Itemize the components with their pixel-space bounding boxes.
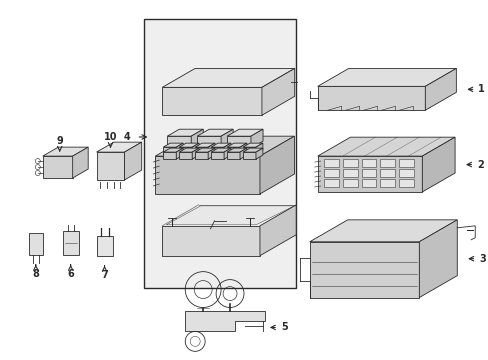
Bar xyxy=(323,179,338,187)
Bar xyxy=(96,236,112,256)
Polygon shape xyxy=(195,143,215,147)
Polygon shape xyxy=(192,148,199,159)
Bar xyxy=(361,179,376,187)
Polygon shape xyxy=(226,148,246,152)
Polygon shape xyxy=(226,147,240,154)
Text: 5: 5 xyxy=(270,323,287,332)
Polygon shape xyxy=(317,68,455,86)
Text: 3: 3 xyxy=(468,254,485,264)
Polygon shape xyxy=(211,148,230,152)
Polygon shape xyxy=(211,143,230,147)
Polygon shape xyxy=(179,147,192,154)
Polygon shape xyxy=(163,148,183,152)
Text: 7: 7 xyxy=(101,270,108,280)
Text: 1: 1 xyxy=(468,84,484,94)
Bar xyxy=(380,169,395,177)
Polygon shape xyxy=(162,87,262,115)
Polygon shape xyxy=(243,152,255,159)
Bar xyxy=(399,179,413,187)
Polygon shape xyxy=(226,129,263,136)
Polygon shape xyxy=(176,148,183,159)
Polygon shape xyxy=(226,152,240,159)
Polygon shape xyxy=(260,205,296,256)
Polygon shape xyxy=(221,129,233,148)
Polygon shape xyxy=(309,242,419,298)
Polygon shape xyxy=(243,148,263,152)
Text: 10: 10 xyxy=(103,132,117,142)
Bar xyxy=(380,179,395,187)
Polygon shape xyxy=(163,147,176,154)
Polygon shape xyxy=(224,143,230,154)
Polygon shape xyxy=(226,136,250,148)
Polygon shape xyxy=(192,143,199,154)
Polygon shape xyxy=(243,143,263,147)
Polygon shape xyxy=(96,142,142,152)
Polygon shape xyxy=(208,143,215,154)
Polygon shape xyxy=(197,136,221,148)
Polygon shape xyxy=(167,136,191,148)
Polygon shape xyxy=(179,143,199,147)
Polygon shape xyxy=(255,143,263,154)
Polygon shape xyxy=(317,137,454,156)
Polygon shape xyxy=(243,147,255,154)
Polygon shape xyxy=(195,147,208,154)
Polygon shape xyxy=(185,311,264,332)
Polygon shape xyxy=(42,147,88,156)
Bar xyxy=(323,159,338,167)
Text: 2: 2 xyxy=(466,159,483,170)
Polygon shape xyxy=(179,148,199,152)
Polygon shape xyxy=(195,148,215,152)
Polygon shape xyxy=(162,68,294,87)
Polygon shape xyxy=(163,143,183,147)
Polygon shape xyxy=(422,137,454,192)
Polygon shape xyxy=(425,68,455,110)
Polygon shape xyxy=(250,129,263,148)
Polygon shape xyxy=(42,156,73,178)
Polygon shape xyxy=(224,148,230,159)
Polygon shape xyxy=(419,220,456,298)
Polygon shape xyxy=(191,129,203,148)
Polygon shape xyxy=(155,136,294,156)
Polygon shape xyxy=(179,152,192,159)
Polygon shape xyxy=(240,148,246,159)
Polygon shape xyxy=(195,152,208,159)
Bar xyxy=(361,159,376,167)
Bar xyxy=(342,179,357,187)
Polygon shape xyxy=(211,147,224,154)
Polygon shape xyxy=(255,148,263,159)
Bar xyxy=(62,231,79,255)
Bar xyxy=(323,169,338,177)
Polygon shape xyxy=(317,156,422,192)
Bar xyxy=(29,233,42,255)
Polygon shape xyxy=(309,220,456,242)
Polygon shape xyxy=(197,129,233,136)
Polygon shape xyxy=(317,86,425,110)
Polygon shape xyxy=(163,152,176,159)
Bar xyxy=(342,159,357,167)
Polygon shape xyxy=(211,152,224,159)
Polygon shape xyxy=(162,226,260,256)
Text: 8: 8 xyxy=(32,269,39,279)
Polygon shape xyxy=(260,136,294,194)
Text: 6: 6 xyxy=(67,269,74,279)
Text: 9: 9 xyxy=(56,136,63,146)
Bar xyxy=(144,19,295,288)
Polygon shape xyxy=(226,143,246,147)
Polygon shape xyxy=(96,152,124,180)
Bar xyxy=(399,169,413,177)
Polygon shape xyxy=(155,156,260,194)
Bar xyxy=(361,169,376,177)
Polygon shape xyxy=(262,68,294,115)
Polygon shape xyxy=(167,129,203,136)
Polygon shape xyxy=(208,148,215,159)
Polygon shape xyxy=(166,206,294,225)
Text: 4: 4 xyxy=(123,132,130,142)
Bar xyxy=(342,169,357,177)
Polygon shape xyxy=(73,147,88,178)
Polygon shape xyxy=(240,143,246,154)
Polygon shape xyxy=(176,143,183,154)
Bar xyxy=(399,159,413,167)
Bar xyxy=(380,159,395,167)
Polygon shape xyxy=(124,142,142,180)
